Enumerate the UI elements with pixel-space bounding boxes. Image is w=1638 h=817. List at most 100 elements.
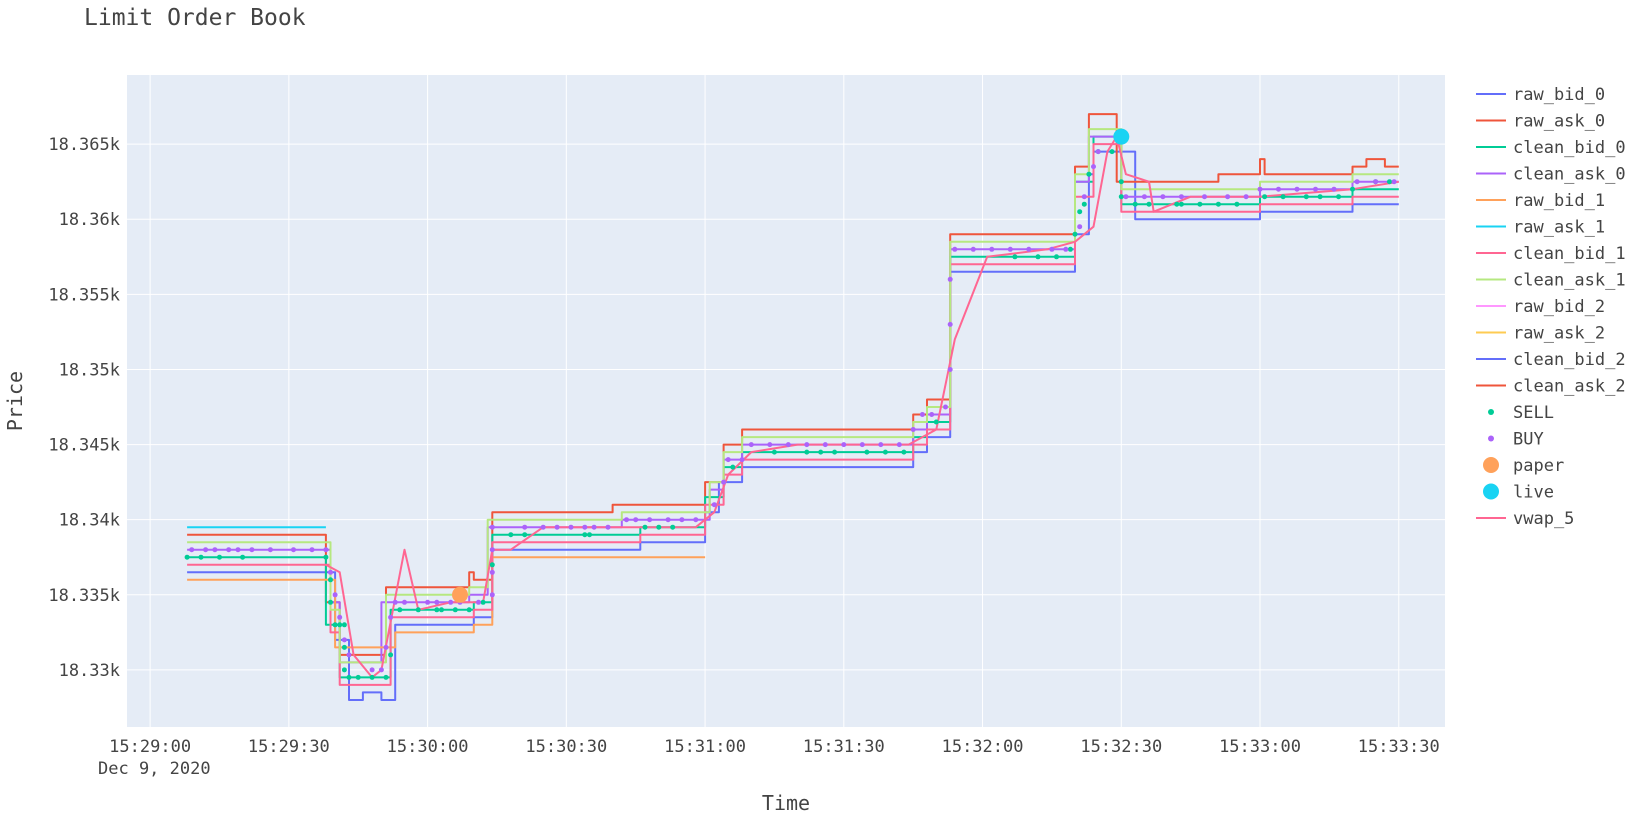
legend-swatch	[1488, 409, 1494, 415]
legend-item[interactable]: raw_bid_0	[1476, 85, 1605, 105]
data-point	[1091, 164, 1096, 170]
legend-item[interactable]: clean_bid_2	[1476, 350, 1626, 370]
data-point	[240, 554, 246, 560]
legend-label: raw_bid_2	[1513, 297, 1605, 317]
data-point	[929, 412, 935, 417]
y-tick-label: 18.36k	[59, 210, 120, 230]
data-point	[882, 449, 888, 455]
data-point	[1007, 246, 1013, 252]
x-gridlines	[149, 75, 1400, 727]
data-point	[910, 427, 916, 432]
data-point	[1077, 224, 1083, 230]
data-point	[189, 547, 195, 553]
legend-item[interactable]: clean_ask_1	[1476, 271, 1626, 291]
data-point	[1160, 194, 1166, 200]
data-point	[642, 524, 648, 530]
legend-item[interactable]: vwap_5	[1476, 509, 1574, 529]
data-point	[1373, 179, 1379, 185]
legend-label: clean_bid_1	[1513, 244, 1626, 264]
data-point	[439, 607, 444, 613]
legend-item[interactable]: clean_bid_0	[1476, 138, 1626, 158]
data-point	[1303, 194, 1309, 200]
legend-label: raw_ask_2	[1513, 324, 1605, 344]
data-point	[217, 554, 222, 560]
data-point	[818, 449, 824, 455]
data-point	[388, 652, 394, 658]
data-point	[1035, 254, 1041, 260]
legend-label: raw_ask_0	[1513, 112, 1605, 132]
data-point	[1095, 149, 1101, 155]
data-point	[434, 599, 440, 605]
data-point	[1109, 149, 1115, 155]
data-point	[452, 607, 458, 613]
legend-label: raw_bid_1	[1513, 191, 1605, 211]
y-tick-label: 18.365k	[48, 135, 120, 155]
legend-label: clean_ask_2	[1513, 377, 1626, 397]
data-point	[1081, 201, 1087, 207]
data-point	[832, 449, 838, 455]
x-tick-label: 15:30:00	[387, 737, 469, 757]
data-point	[1354, 179, 1360, 185]
data-point	[402, 599, 407, 605]
data-point	[489, 547, 495, 553]
data-point	[1294, 186, 1300, 192]
data-point	[1225, 194, 1231, 200]
legend-item[interactable]: raw_ask_1	[1476, 218, 1605, 238]
data-point	[1081, 194, 1087, 200]
data-point	[328, 599, 333, 605]
data-point	[540, 524, 546, 530]
data-point	[947, 321, 953, 327]
data-point	[323, 554, 329, 560]
data-point	[337, 614, 343, 620]
data-point	[355, 674, 361, 680]
legend-item[interactable]: live	[1483, 483, 1554, 503]
x-tick-label: 15:32:00	[942, 737, 1024, 757]
legend-item[interactable]: clean_ask_0	[1476, 165, 1626, 185]
x-tick-label: 15:31:30	[803, 737, 885, 757]
data-point	[568, 524, 574, 530]
legend-swatch	[1483, 457, 1499, 473]
legend-item[interactable]: clean_bid_1	[1476, 244, 1626, 264]
legend-label: vwap_5	[1513, 509, 1574, 529]
data-point	[1178, 194, 1184, 200]
legend-item[interactable]: BUY	[1488, 430, 1544, 450]
data-point	[1118, 194, 1124, 200]
data-point	[341, 622, 347, 628]
data-point	[633, 517, 639, 523]
data-point	[1063, 246, 1069, 252]
legend-item[interactable]: raw_bid_2	[1476, 297, 1605, 317]
data-point	[397, 607, 403, 613]
data-point	[1317, 194, 1323, 200]
legend-item[interactable]: SELL	[1488, 403, 1554, 423]
series-line	[325, 135, 1399, 679]
data-point	[679, 517, 685, 523]
plot-background[interactable]	[127, 75, 1445, 727]
data-point	[804, 449, 810, 455]
data-point	[291, 547, 296, 553]
series-vwap_5	[325, 135, 1399, 679]
data-point	[249, 547, 255, 553]
data-point	[721, 479, 727, 485]
data-point	[554, 524, 560, 530]
data-point	[725, 457, 731, 463]
data-point	[1113, 128, 1130, 145]
x-tick-label: 15:32:30	[1080, 737, 1162, 757]
data-point	[822, 442, 828, 448]
series-paper	[452, 586, 468, 603]
y-axis-ticks: 18.365k 18.36k 18.355k 18.35k 18.345k 18.34k 1…	[48, 135, 120, 681]
legend-item[interactable]: raw_bid_1	[1476, 191, 1605, 211]
legend-item[interactable]: raw_ask_0	[1476, 112, 1605, 132]
legend-item[interactable]: clean_ask_2	[1476, 377, 1626, 397]
data-point	[267, 547, 273, 553]
y-tick-label: 18.35k	[59, 360, 120, 380]
x-tick-label: 15:29:30	[248, 737, 330, 757]
x-axis-title: Time	[762, 791, 810, 815]
legend-item[interactable]: paper	[1483, 456, 1564, 476]
data-point	[346, 674, 352, 680]
legend-label: raw_bid_0	[1513, 85, 1605, 105]
legend-item[interactable]: raw_ask_2	[1476, 324, 1605, 344]
data-point	[346, 652, 352, 658]
data-point	[1276, 186, 1281, 192]
data-point	[415, 607, 421, 613]
data-point	[235, 547, 241, 553]
